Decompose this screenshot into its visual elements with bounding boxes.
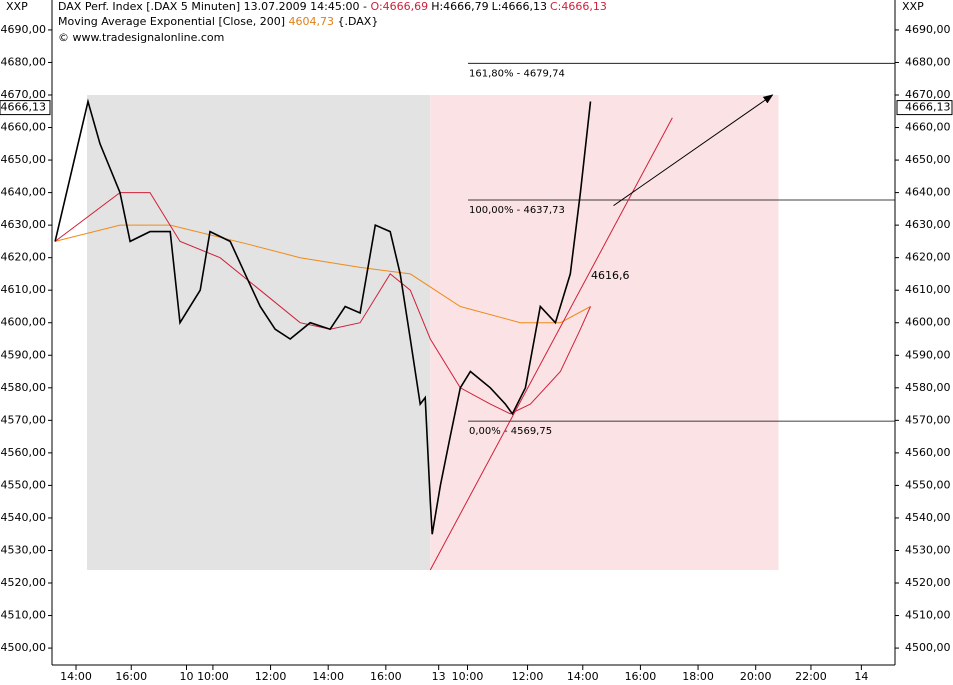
y-tick-label: 4640,00 <box>905 186 951 199</box>
y-tick-label: 4670,00 <box>1 88 47 101</box>
last-price-label: 4666,13 <box>1 101 47 114</box>
last-price-label: 4666,13 <box>905 101 951 114</box>
y-tick-label: 4650,00 <box>905 153 951 166</box>
y-tick-label: 4660,00 <box>905 121 951 134</box>
ohlc-low: L:4666,13 <box>492 0 547 13</box>
y-tick-label: 4500,00 <box>905 641 951 654</box>
x-tick-label: 12:00 <box>512 670 544 683</box>
y-tick-label: 4600,00 <box>1 316 47 329</box>
ohlc-high: H:4666,79 <box>431 0 488 13</box>
y-tick-label: 4590,00 <box>1 348 47 361</box>
symbol-left[interactable]: XXP <box>6 0 28 13</box>
y-tick-label: 4590,00 <box>905 348 951 361</box>
y-tick-label: 4570,00 <box>905 413 951 426</box>
x-tick-label: 10:00 <box>197 670 229 683</box>
x-tick-label: 18:00 <box>682 670 714 683</box>
x-tick-label: 20:00 <box>740 670 772 683</box>
y-tick-label: 4520,00 <box>905 576 951 589</box>
ohlc-close: C:4666,13 <box>550 0 607 13</box>
x-tick-label: 13 <box>432 670 446 683</box>
y-tick-label: 4530,00 <box>905 543 951 556</box>
price-line <box>54 98 592 535</box>
y-tick-label: 4610,00 <box>1 283 47 296</box>
y-tick-label: 4680,00 <box>905 55 951 68</box>
y-tick-label: 4690,00 <box>905 23 951 36</box>
y-tick-label: 4670,00 <box>905 88 951 101</box>
x-tick-label: 16:00 <box>625 670 657 683</box>
indicator-symbol: {.DAX} <box>334 15 378 28</box>
x-tick-label: 10 <box>179 670 193 683</box>
y-tick-label: 4580,00 <box>1 381 47 394</box>
y-tick-label: 4530,00 <box>1 543 47 556</box>
trend-label: 4616,6 <box>591 269 630 282</box>
y-tick-label: 4520,00 <box>1 576 47 589</box>
y-tick-label: 4560,00 <box>1 446 47 459</box>
y-tick-label: 4510,00 <box>905 609 951 622</box>
y-tick-label: 4550,00 <box>905 478 951 491</box>
x-tick-label: 14 <box>854 670 868 683</box>
x-tick-label: 16:00 <box>370 670 402 683</box>
y-tick-label: 4620,00 <box>905 251 951 264</box>
y-tick-label: 4630,00 <box>1 218 47 231</box>
y-tick-label: 4550,00 <box>1 478 47 491</box>
y-tick-label: 4680,00 <box>1 55 47 68</box>
indicator-legend: Moving Average Exponential [Close, 200] … <box>58 15 378 28</box>
fib-label: 161,80% - 4679,74 <box>469 68 565 79</box>
copyright: © www.tradesignalonline.com <box>58 31 224 44</box>
y-tick-label: 4630,00 <box>905 218 951 231</box>
y-tick-label: 4640,00 <box>1 186 47 199</box>
header-title: DAX Perf. Index [.DAX 5 Minuten] 13.07.2… <box>58 0 607 13</box>
indicator: Moving Average Exponential [Close, 200] <box>58 15 288 28</box>
y-tick-label: 4650,00 <box>1 153 47 166</box>
x-tick-label: 12:00 <box>255 670 287 683</box>
y-tick-label: 4560,00 <box>905 446 951 459</box>
y-tick-label: 4510,00 <box>1 609 47 622</box>
y-tick-label: 4540,00 <box>905 511 951 524</box>
y-tick-label: 4690,00 <box>1 23 47 36</box>
y-tick-label: 4620,00 <box>1 251 47 264</box>
y-tick-label: 4660,00 <box>1 121 47 134</box>
x-tick-label: 14:00 <box>60 670 92 683</box>
x-tick-label: 14:00 <box>567 670 599 683</box>
background <box>87 95 779 570</box>
y-tick-label: 4540,00 <box>1 511 47 524</box>
y-tick-label: 4600,00 <box>905 316 951 329</box>
price-line <box>54 224 591 324</box>
symbol-right[interactable]: XXP <box>902 0 924 13</box>
title: DAX Perf. Index [.DAX 5 Minuten] 13.07.2… <box>58 0 371 13</box>
last-price-box <box>896 100 953 116</box>
ohlc-open: O:4666,69 <box>371 0 429 13</box>
last-price-box <box>0 100 51 116</box>
arrow <box>613 94 774 207</box>
fib-label: 100,00% - 4637,73 <box>469 205 565 216</box>
fib-label: 0,00% - 4569,75 <box>469 426 552 437</box>
y-tick-label: 4500,00 <box>1 641 47 654</box>
x-tick-label: 16:00 <box>115 670 147 683</box>
y-tick-label: 4610,00 <box>905 283 951 296</box>
x-tick-label: 22:00 <box>795 670 827 683</box>
x-tick-label: 14:00 <box>312 670 344 683</box>
price-line <box>54 192 591 415</box>
x-tick-label: 10:00 <box>452 670 484 683</box>
y-tick-label: 4580,00 <box>905 381 951 394</box>
indicator-value: 4604,73 <box>288 15 334 28</box>
shaded-region <box>87 95 431 570</box>
shaded-region <box>430 95 779 570</box>
y-tick-label: 4570,00 <box>1 413 47 426</box>
